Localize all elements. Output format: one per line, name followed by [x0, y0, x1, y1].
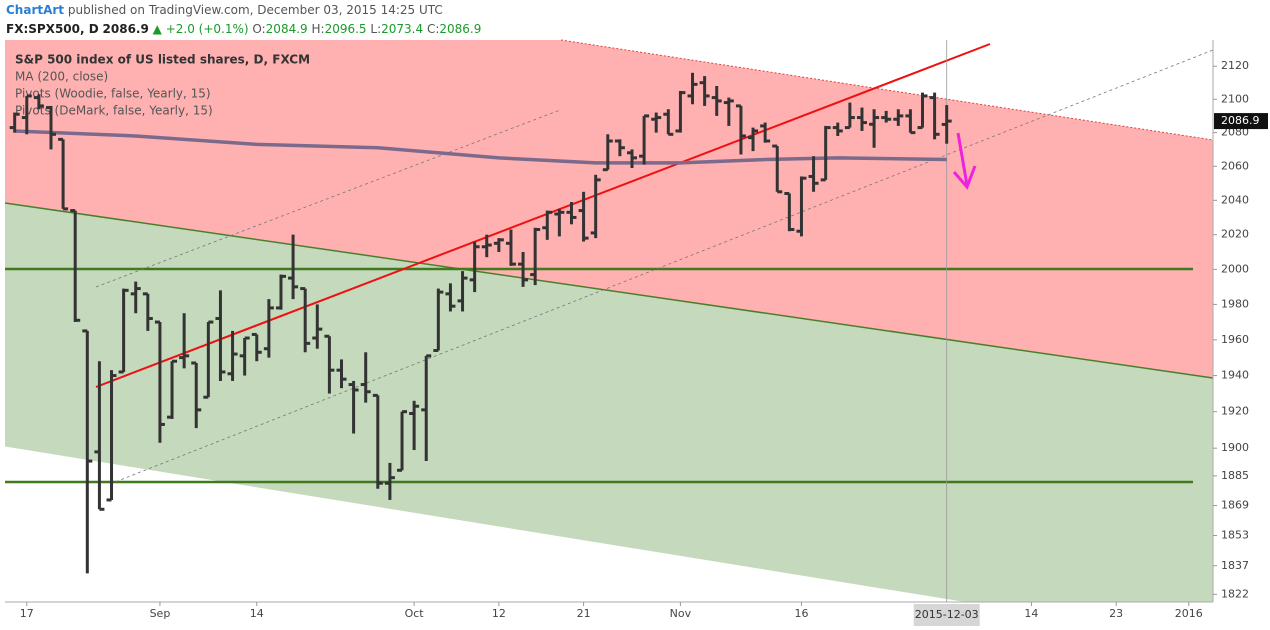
y-tick-label: 1885 [1221, 469, 1249, 482]
drawings [4, 39, 1214, 603]
symbol: FX:SPX500, D [6, 22, 99, 36]
price-tag-label: 2086.9 [1221, 114, 1260, 127]
c-label: C: [426, 22, 440, 36]
y-tick-label: 1980 [1221, 297, 1249, 310]
x-tick-label: 14 [250, 607, 264, 620]
y-tick-label: 1822 [1221, 587, 1249, 600]
y-tick-label: 1940 [1221, 369, 1249, 382]
x-tick-label: Nov [670, 607, 692, 620]
x-tick-label: 23 [1109, 607, 1123, 620]
y-tick-label: 2020 [1221, 228, 1249, 241]
last: 2086.9 [102, 22, 149, 36]
change: ▲ +2.0 (+0.1%) [152, 22, 249, 36]
y-tick-label: 2040 [1221, 193, 1249, 206]
y-tick-label: 1920 [1221, 405, 1249, 418]
x-tick-label: 2016 [1175, 607, 1203, 620]
y-tick-label: 1900 [1221, 441, 1249, 454]
channel-bottom [4, 446, 963, 603]
y-tick-label: 1853 [1221, 529, 1249, 542]
y-tick-label: 2100 [1221, 92, 1249, 105]
y-tick-label: 1837 [1221, 559, 1249, 572]
price-tag [1214, 113, 1268, 130]
h-value: 2096.5 [324, 22, 367, 36]
arrow [956, 132, 969, 186]
y-tick-label: 2000 [1221, 262, 1249, 275]
legend-entry: S&P 500 index of US listed shares, D, FX… [15, 53, 310, 67]
x-tick-label: Oct [405, 607, 425, 620]
x-tick-label: Sep [150, 607, 171, 620]
channel-mid [4, 202, 1214, 379]
cursor-label: 2015-12-03 [915, 608, 979, 621]
author[interactable]: ChartArt [6, 3, 65, 17]
published: published on TradingView.com, December 0… [67, 3, 443, 17]
header: ChartArt published on TradingView.com, D… [0, 0, 1270, 40]
ma-line [14, 129, 947, 165]
legend: S&P 500 index of US listed shares, D, FX… [15, 53, 310, 118]
legend-entry: Pivots (DeMark, false, Yearly, 15) [15, 104, 213, 118]
x-tick-label: 17 [20, 607, 34, 620]
y-tick-label: 1869 [1221, 499, 1249, 512]
channel-top [560, 39, 1214, 141]
x-tick-label: 16 [794, 607, 808, 620]
y-tick-label: 2120 [1221, 59, 1249, 72]
o-value: 2084.9 [265, 22, 308, 36]
c-value: 2086.9 [439, 22, 482, 36]
y-tick-label: 1960 [1221, 333, 1249, 346]
h-label: H: [311, 22, 325, 36]
legend-entry: MA (200, close) [15, 70, 108, 84]
l-value: 2073.4 [381, 22, 424, 36]
o-label: O: [252, 22, 266, 36]
trend-dashed [95, 109, 561, 288]
x-tick-label: 12 [492, 607, 506, 620]
x-tick-label: 14 [1024, 607, 1038, 620]
green-zone [5, 203, 1213, 602]
trend-line [95, 43, 991, 388]
x-tick-label: 21 [577, 607, 591, 620]
cursor-box [913, 604, 980, 626]
y-tick-label: 2060 [1221, 159, 1249, 172]
l-label: L: [370, 22, 382, 36]
arrow-head [952, 165, 977, 190]
legend-entry: Pivots (Woodie, false, Yearly, 15) [15, 87, 211, 101]
